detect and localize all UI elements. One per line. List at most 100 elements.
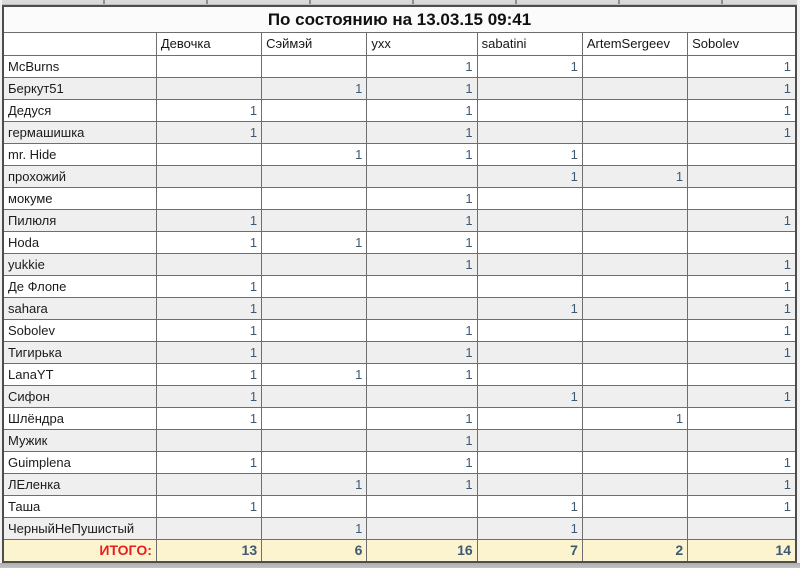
value-cell: [581, 99, 689, 122]
value-cell: 1: [366, 209, 478, 232]
value-cell: 1: [155, 407, 263, 430]
table-row: мокуме 1: [2, 187, 797, 210]
value-cell: 1: [687, 319, 797, 342]
value-cell: 1: [366, 121, 478, 144]
value-cell: [581, 341, 689, 364]
total-cell: 13: [155, 539, 263, 563]
value-cell: 1: [476, 165, 583, 188]
row-label: мокуме: [2, 187, 157, 210]
table-row: Пилюля 1 1 1: [2, 209, 797, 232]
value-cell: 1: [366, 319, 478, 342]
value-cell: [581, 121, 689, 144]
row-label: Беркут51: [2, 77, 157, 100]
value-cell: [581, 209, 689, 232]
value-cell: [476, 473, 583, 496]
value-cell: 1: [366, 143, 478, 166]
value-cell: 1: [155, 99, 263, 122]
value-cell: 1: [687, 55, 797, 78]
value-cell: [476, 319, 583, 342]
row-label: Sobolev: [2, 319, 157, 342]
value-cell: 1: [687, 451, 797, 474]
value-cell: [581, 275, 689, 298]
value-cell: [261, 275, 368, 298]
value-cell: 1: [687, 495, 797, 518]
value-cell: [261, 407, 368, 430]
row-label: гермашишка: [2, 121, 157, 144]
row-label: ЛЕленка: [2, 473, 157, 496]
table-row: гермашишка 1 1 1: [2, 121, 797, 144]
table-row: ЧерныйНеПушистый 1 1: [2, 517, 797, 540]
value-cell: 1: [476, 517, 583, 540]
total-cell: 7: [476, 539, 583, 563]
value-cell: [687, 429, 797, 452]
value-cell: 1: [687, 275, 797, 298]
row-label: yukkie: [2, 253, 157, 276]
value-cell: [581, 77, 689, 100]
value-cell: [261, 429, 368, 452]
row-label: Дедуся: [2, 99, 157, 122]
value-cell: 1: [155, 451, 263, 474]
totals-row: ИТОГО: 13 6 16 7 2 14: [2, 539, 797, 563]
value-cell: 1: [261, 231, 368, 254]
value-cell: 1: [581, 165, 689, 188]
value-cell: [476, 253, 583, 276]
value-cell: 1: [476, 55, 583, 78]
partial-grid-row-above: [2, 0, 797, 5]
row-label: McBurns: [2, 55, 157, 78]
value-cell: [476, 231, 583, 254]
value-cell: [155, 187, 263, 210]
totals-label: ИТОГО:: [2, 539, 157, 563]
table-row: Шлёндра 1 1 1: [2, 407, 797, 430]
value-cell: [366, 297, 478, 320]
column-header: ArtemSergeev: [581, 32, 689, 56]
row-label: sahara: [2, 297, 157, 320]
value-cell: [581, 495, 689, 518]
table-row: Guimplena 1 1 1: [2, 451, 797, 474]
value-cell: 1: [261, 143, 368, 166]
value-cell: [581, 231, 689, 254]
table-row: Sobolev 1 1 1: [2, 319, 797, 342]
row-label: LanaYT: [2, 363, 157, 386]
value-cell: [687, 407, 797, 430]
page-title: По состоянию на 13.03.15 09:41: [2, 5, 797, 33]
value-cell: [476, 275, 583, 298]
table-row: ЛЕленка 1 1 1: [2, 473, 797, 496]
row-label: прохожий: [2, 165, 157, 188]
table-row: Мужик 1: [2, 429, 797, 452]
value-cell: [476, 187, 583, 210]
value-cell: 1: [261, 77, 368, 100]
value-cell: [687, 187, 797, 210]
value-cell: [476, 121, 583, 144]
value-cell: [261, 319, 368, 342]
value-cell: [261, 495, 368, 518]
value-cell: 1: [687, 99, 797, 122]
total-cell: 2: [581, 539, 689, 563]
value-cell: [476, 451, 583, 474]
value-cell: 1: [687, 209, 797, 232]
value-cell: 1: [155, 385, 263, 408]
value-cell: 1: [687, 341, 797, 364]
value-cell: [155, 77, 263, 100]
row-label: Таша: [2, 495, 157, 518]
value-cell: 1: [366, 341, 478, 364]
value-cell: 1: [155, 341, 263, 364]
value-cell: [261, 165, 368, 188]
value-cell: [366, 165, 478, 188]
value-cell: 1: [687, 121, 797, 144]
value-cell: [687, 517, 797, 540]
value-cell: [581, 385, 689, 408]
table-row: sahara 1 1 1: [2, 297, 797, 320]
column-header: Девочка: [155, 32, 263, 56]
value-cell: 1: [155, 319, 263, 342]
value-cell: 1: [366, 473, 478, 496]
value-cell: [581, 473, 689, 496]
sheet-area: По состоянию на 13.03.15 09:41 Девочка С…: [2, 5, 797, 563]
value-cell: 1: [366, 407, 478, 430]
value-cell: 1: [476, 495, 583, 518]
value-cell: [261, 385, 368, 408]
value-cell: [261, 297, 368, 320]
row-label: Пилюля: [2, 209, 157, 232]
row-label: Сифон: [2, 385, 157, 408]
value-cell: [581, 187, 689, 210]
table-row: McBurns 1 1 1: [2, 55, 797, 78]
